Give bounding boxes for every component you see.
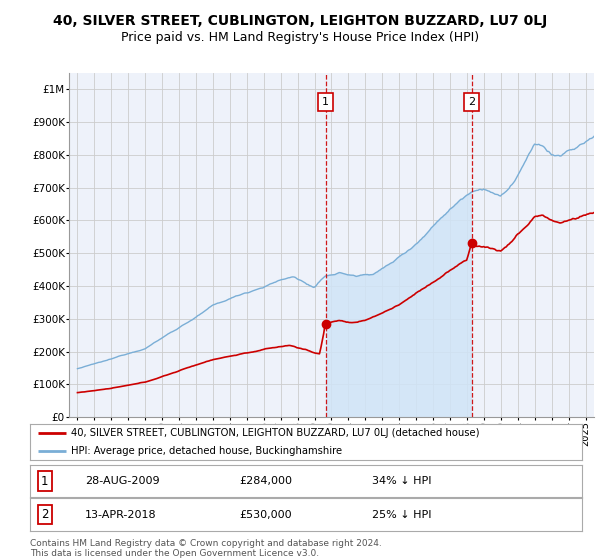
Text: 40, SILVER STREET, CUBLINGTON, LEIGHTON BUZZARD, LU7 0LJ: 40, SILVER STREET, CUBLINGTON, LEIGHTON … (53, 14, 547, 28)
Text: Price paid vs. HM Land Registry's House Price Index (HPI): Price paid vs. HM Land Registry's House … (121, 31, 479, 44)
Text: 1: 1 (41, 474, 49, 488)
Text: £530,000: £530,000 (240, 510, 292, 520)
Text: HPI: Average price, detached house, Buckinghamshire: HPI: Average price, detached house, Buck… (71, 446, 343, 456)
Text: 2: 2 (41, 508, 49, 521)
Text: 2: 2 (468, 97, 475, 108)
Text: 34% ↓ HPI: 34% ↓ HPI (372, 476, 432, 486)
Text: 1: 1 (322, 97, 329, 108)
Text: 13-APR-2018: 13-APR-2018 (85, 510, 157, 520)
Text: Contains HM Land Registry data © Crown copyright and database right 2024.
This d: Contains HM Land Registry data © Crown c… (30, 539, 382, 558)
Text: £284,000: £284,000 (240, 476, 293, 486)
Text: 25% ↓ HPI: 25% ↓ HPI (372, 510, 432, 520)
Text: 40, SILVER STREET, CUBLINGTON, LEIGHTON BUZZARD, LU7 0LJ (detached house): 40, SILVER STREET, CUBLINGTON, LEIGHTON … (71, 428, 480, 438)
Text: 28-AUG-2009: 28-AUG-2009 (85, 476, 160, 486)
